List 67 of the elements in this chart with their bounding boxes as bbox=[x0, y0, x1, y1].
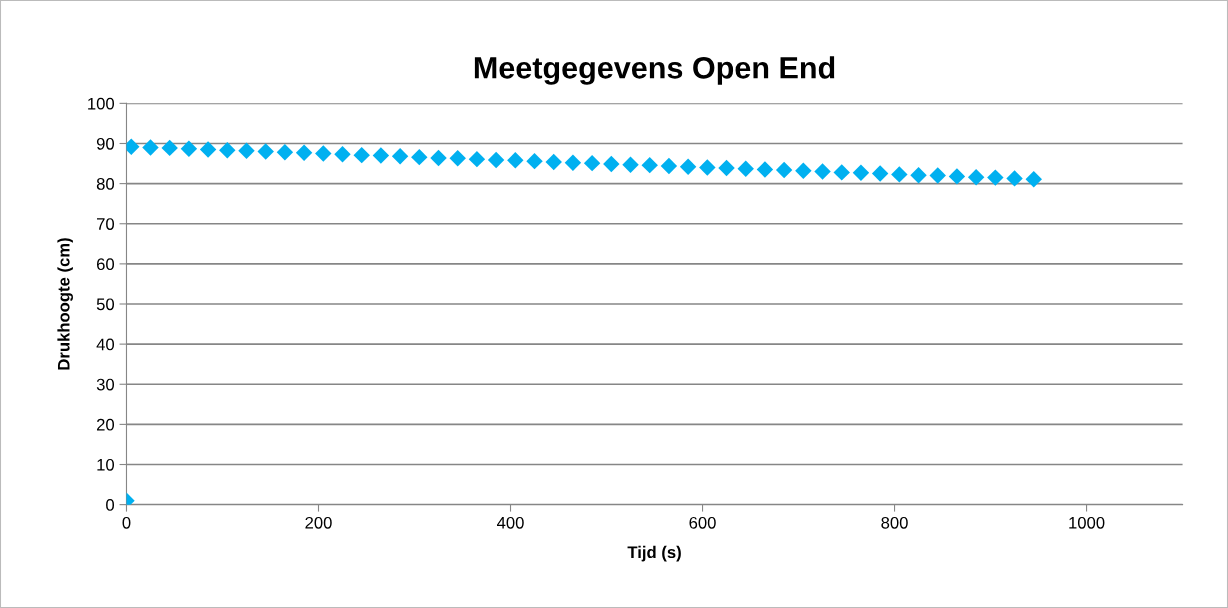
point bbox=[199, 141, 217, 158]
point bbox=[641, 156, 658, 174]
point bbox=[987, 169, 1004, 186]
point bbox=[295, 144, 313, 161]
y-tick-label: 100 bbox=[88, 97, 115, 110]
point bbox=[910, 166, 927, 184]
x-tick-label: 400 bbox=[496, 516, 524, 529]
x-tick-label: 1000 bbox=[1069, 516, 1105, 529]
point bbox=[564, 154, 582, 171]
point bbox=[180, 140, 198, 157]
point bbox=[583, 154, 601, 172]
point bbox=[257, 143, 274, 160]
point bbox=[142, 139, 159, 156]
point bbox=[891, 166, 908, 183]
point bbox=[526, 152, 543, 170]
chart-title: Meetgegevens Open End bbox=[474, 56, 835, 85]
point bbox=[795, 162, 812, 179]
y-tick-label: 30 bbox=[96, 378, 115, 391]
y-tick-label: 20 bbox=[96, 418, 115, 431]
y-tick-label: 0 bbox=[106, 499, 115, 511]
point bbox=[507, 152, 524, 169]
point bbox=[699, 159, 716, 176]
point bbox=[756, 161, 774, 178]
point bbox=[391, 148, 409, 165]
point bbox=[967, 168, 985, 186]
point bbox=[603, 155, 620, 173]
y-tick-label: 10 bbox=[97, 458, 115, 471]
x-tick-label: 200 bbox=[305, 516, 332, 529]
point bbox=[871, 165, 889, 182]
x-tick-label: 600 bbox=[689, 516, 716, 529]
point bbox=[814, 163, 831, 180]
y-tick-label: 70 bbox=[97, 218, 115, 230]
point bbox=[487, 151, 505, 169]
point bbox=[315, 145, 332, 162]
x-axis-title: Tijd (s) bbox=[627, 545, 681, 562]
y-tick-label: 80 bbox=[96, 178, 115, 190]
x-tick-label: 800 bbox=[881, 516, 908, 529]
point bbox=[679, 158, 697, 175]
point bbox=[334, 146, 351, 163]
point bbox=[1025, 170, 1042, 188]
point bbox=[622, 156, 639, 173]
point bbox=[833, 164, 850, 181]
x-tick-label: 0 bbox=[122, 516, 131, 529]
point bbox=[1006, 170, 1023, 187]
point bbox=[929, 167, 946, 184]
point bbox=[545, 153, 562, 171]
point bbox=[718, 159, 735, 177]
y-axis-title: Drukhoogte (cm) bbox=[57, 238, 73, 370]
point bbox=[238, 142, 255, 159]
point bbox=[353, 146, 370, 164]
y-tick-label: 60 bbox=[96, 258, 115, 271]
point bbox=[411, 148, 428, 166]
point bbox=[468, 150, 486, 168]
point bbox=[852, 164, 870, 181]
point bbox=[161, 139, 178, 157]
point bbox=[775, 161, 793, 179]
y-tick-label: 50 bbox=[96, 298, 115, 311]
point bbox=[449, 150, 466, 167]
point bbox=[372, 147, 390, 164]
point bbox=[737, 160, 754, 177]
y-tick-label: 90 bbox=[96, 137, 115, 150]
point bbox=[948, 168, 966, 185]
point bbox=[660, 157, 678, 175]
y-tick-label: 40 bbox=[96, 338, 115, 351]
point bbox=[430, 149, 447, 167]
point bbox=[276, 144, 294, 161]
point bbox=[219, 142, 236, 159]
